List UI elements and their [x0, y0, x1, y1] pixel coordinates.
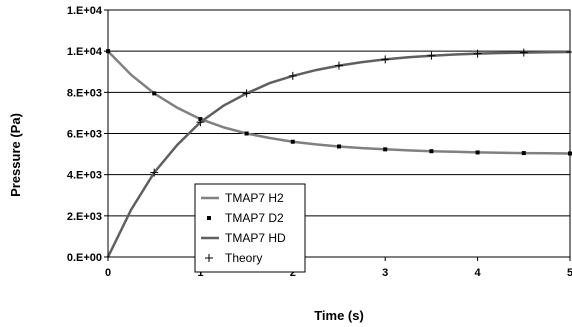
data-point-theory [335, 61, 343, 70]
data-point-theory [473, 49, 482, 58]
y-tick-label: 1.E+04 [67, 46, 103, 58]
legend-key-theory [205, 254, 213, 262]
data-point-tmap7-d2 [475, 150, 480, 155]
series-line-tmap7-hd [106, 50, 571, 258]
x-tick-label: 2 [290, 267, 296, 279]
y-tick-label: 6.E+03 [67, 129, 102, 141]
series-group [104, 47, 572, 261]
legend-key-tmap7-d2 [207, 216, 211, 220]
data-point-tmap7-d2 [521, 151, 526, 156]
legend: TMAP7 H2 TMAP7 D2 TMAP7 HD Theory [194, 183, 306, 273]
data-point-theory [150, 168, 159, 177]
data-point-theory [519, 48, 528, 57]
data-point-tmap7-d2 [244, 131, 249, 136]
y-tick-label: 2.E+03 [67, 211, 102, 223]
x-tick-label: 1 [197, 267, 203, 279]
data-point-tmap7-d2 [568, 151, 572, 156]
legend-label-tmap7-d2: TMAP7 D2 [225, 211, 284, 225]
x-tick-label: 4 [475, 267, 482, 279]
data-point-tmap7-d2 [337, 144, 341, 149]
data-point-theory [427, 51, 436, 60]
gridlines [108, 9, 570, 258]
data-point-tmap7-d2 [152, 91, 157, 96]
y-tick-label: 1.E+04 [67, 5, 103, 17]
x-axis-title: Time (s) [314, 308, 364, 323]
y-tick-label: 0.E+00 [67, 252, 102, 264]
y-tick-label: 8.E+03 [67, 87, 102, 99]
data-point-theory [242, 89, 251, 98]
data-point-theory [288, 71, 297, 80]
x-tick-label: 3 [382, 267, 388, 279]
data-point-tmap7-d2 [429, 149, 434, 154]
y-axis-title: Pressure (Pa) [8, 113, 23, 197]
x-tick-label: 0 [105, 267, 111, 279]
y-axis-ticks: 0.E+00 2.E+03 4.E+03 6.E+03 8.E+03 1.E+04 1.E+… [67, 5, 108, 264]
data-point-theory [566, 47, 572, 56]
data-point-tmap7-d2 [383, 147, 388, 152]
data-point-theory [381, 55, 390, 64]
legend-label-tmap7-h2: TMAP7 H2 [225, 191, 284, 205]
x-axis-ticks: 0 1 2 3 4 5 [105, 257, 572, 279]
y-tick-label: 4.E+03 [67, 170, 102, 182]
x-tick-label: 5 [567, 267, 572, 279]
data-point-tmap7-d2 [290, 139, 295, 144]
data-point-theory [196, 118, 205, 127]
legend-label-theory: Theory [225, 251, 262, 265]
series-markers-theory [104, 47, 572, 261]
legend-label-tmap7-hd: TMAP7 HD [225, 231, 286, 245]
